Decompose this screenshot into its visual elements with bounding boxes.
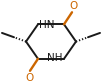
Text: O: O: [69, 1, 77, 11]
Text: O: O: [25, 73, 33, 83]
Text: NH: NH: [48, 53, 63, 63]
Text: HN: HN: [39, 20, 54, 30]
